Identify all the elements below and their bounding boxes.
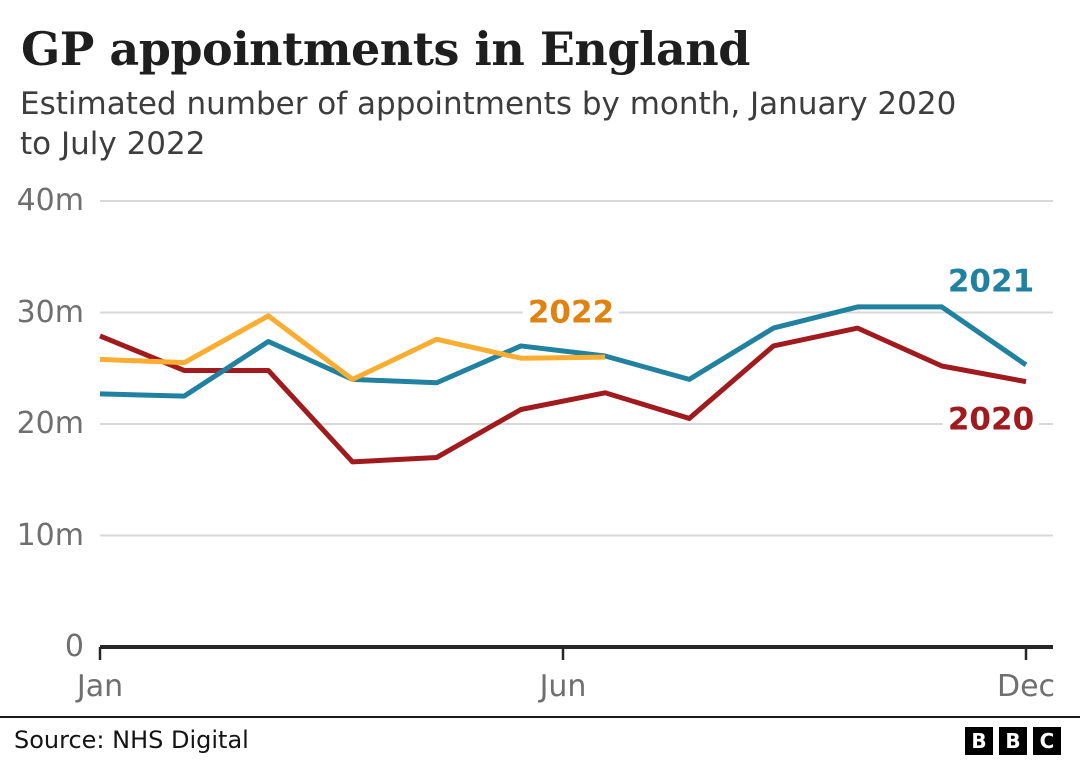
line-2021 bbox=[99, 304, 1028, 399]
bbc-logo-block: C bbox=[1033, 727, 1061, 755]
chart-subtitle: Estimated number of appointments by mont… bbox=[20, 84, 956, 164]
source-text: Source: NHS Digital bbox=[14, 726, 249, 754]
chart-title: GP appointments in England bbox=[21, 22, 750, 76]
line-2020 bbox=[99, 325, 1027, 465]
x-axis-tick-label-Dec: Dec bbox=[996, 669, 1056, 704]
line-2022 bbox=[99, 313, 606, 382]
x-axis-tick-label-Jan: Jan bbox=[76, 669, 124, 704]
bbc-logo-block: B bbox=[965, 727, 993, 755]
y-axis-tick-label-20m: 20m bbox=[16, 405, 84, 441]
y-axis-tick-label-10m: 10m bbox=[16, 517, 84, 553]
y-axis-tick-label-30m: 30m bbox=[16, 294, 84, 330]
chart-subtitle-line-2: to July 2022 bbox=[20, 126, 206, 162]
y-axis-tick-label-40m: 40m bbox=[16, 182, 84, 218]
series-label-2020: 2020 bbox=[942, 404, 1040, 436]
series-label-2021: 2021 bbox=[942, 266, 1040, 298]
y-axis-tick-label-0: 0 bbox=[64, 628, 84, 664]
series-label-2022: 2022 bbox=[522, 297, 620, 329]
bbc-logo-block: B bbox=[999, 727, 1027, 755]
footer-divider bbox=[0, 716, 1080, 718]
x-axis-tick-label-Jun: Jun bbox=[539, 669, 587, 704]
chart-subtitle-line-1: Estimated number of appointments by mont… bbox=[20, 86, 957, 122]
